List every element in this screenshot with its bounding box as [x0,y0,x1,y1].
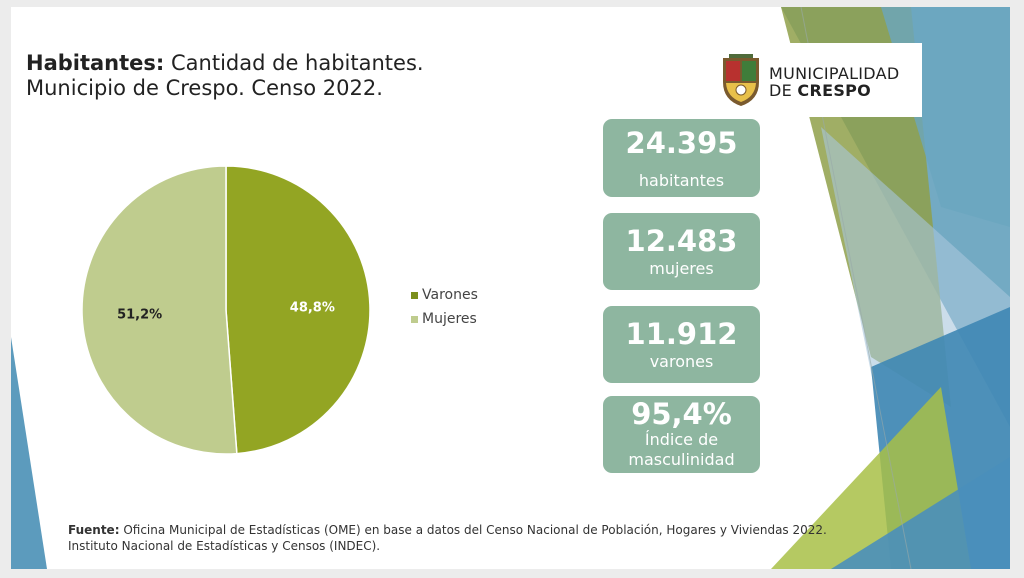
stat-card-indice-masculinidad: 95,4% Índice de masculinidad [603,396,760,473]
legend-label-varones: Varones [422,287,478,303]
stat-card-varones: 11.912 varones [603,306,760,383]
legend-swatch-mujeres [411,315,418,323]
logo-line2-prefix: DE [769,81,798,100]
legend-item-mujeres: Mujeres [411,307,478,331]
pie-chart: 48,8% 51,2% [81,165,371,455]
footer-bold: Fuente: [68,523,120,537]
municipality-logo: MUNICIPALIDAD DE CRESPO [711,43,922,117]
pie-label-varones: 48,8% [290,301,335,316]
title-bold: Habitantes: [26,51,165,75]
legend-label-mujeres: Mujeres [422,311,477,327]
stat-card-habitantes: 24.395 habitantes [603,119,760,197]
logo-line1: MUNICIPALIDAD [769,64,900,83]
slide: Habitantes: Cantidad de habitantes. Muni… [11,7,1010,569]
stat-label: varones [649,352,714,371]
pie-slice-varones [225,165,371,455]
stat-value: 12.483 [625,224,738,258]
stat-value: 95,4% [631,397,732,431]
stat-label-line2: masculinidad [628,450,735,469]
footer-line1: Oficina Municipal de Estadísticas (OME) … [119,523,827,537]
stat-label-line1: Índice de [644,430,719,449]
pie-slice-mujeres [81,165,238,455]
stat-label: habitantes [638,171,725,190]
stat-value: 24.395 [625,126,738,160]
title-line1: Cantidad de habitantes. [164,51,424,75]
page-title: Habitantes: Cantidad de habitantes. Muni… [26,51,424,101]
legend-swatch-varones [411,291,418,299]
pie-label-mujeres: 51,2% [117,307,162,322]
stat-value: 11.912 [625,317,738,351]
source-footnote: Fuente: Oficina Municipal de Estadística… [68,522,827,554]
chart-legend: Varones Mujeres [411,283,478,331]
stat-label: mujeres [649,259,714,278]
footer-line2: Instituto Nacional de Estadísticas y Cen… [68,539,381,553]
title-line2: Municipio de Crespo. Censo 2022. [26,76,383,100]
legend-item-varones: Varones [411,283,478,307]
logo-line2-bold: CRESPO [797,81,872,100]
coat-of-arms-icon [723,54,759,106]
stat-card-mujeres: 12.483 mujeres [603,213,760,290]
